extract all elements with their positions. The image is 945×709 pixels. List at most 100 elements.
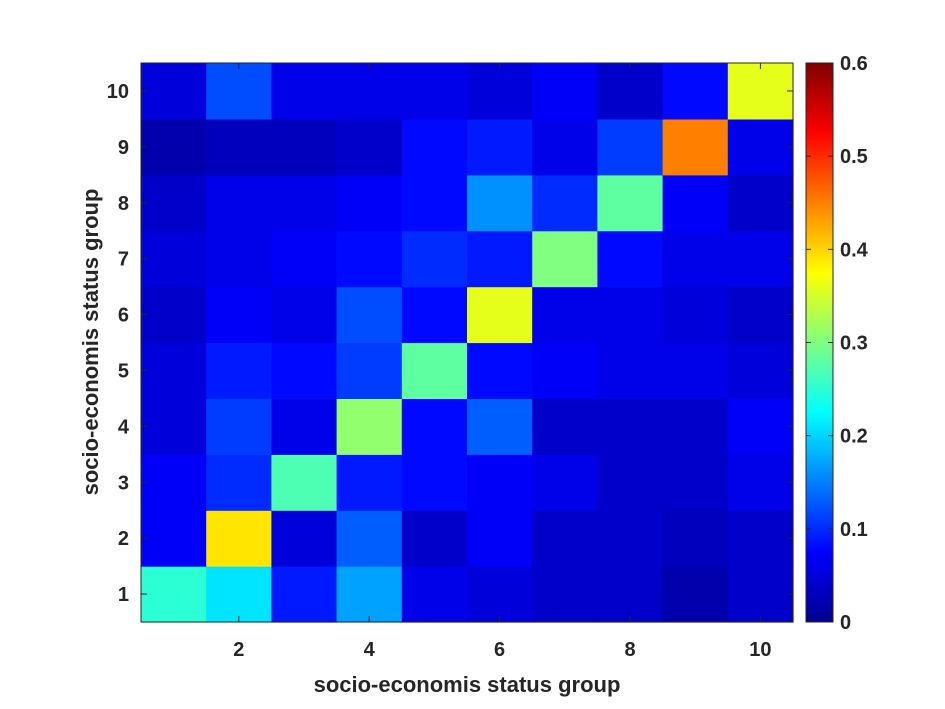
- heatmap-cell-8-3: [597, 454, 664, 511]
- heatmap-cell-9-4: [662, 398, 729, 455]
- heatmap-cell-3-10: [271, 63, 338, 120]
- heatmap-cell-7-1: [532, 566, 598, 623]
- heatmap-cell-2-8: [206, 174, 272, 232]
- y-tick-label: 5: [118, 360, 129, 382]
- heatmap-cell-8-6: [597, 286, 664, 344]
- heatmap-cell-2-6: [206, 286, 272, 344]
- heatmap-cell-1-3: [141, 454, 207, 511]
- heatmap-cell-3-2: [271, 510, 338, 567]
- heatmap-cell-2-5: [206, 342, 272, 399]
- y-tick-label: 7: [118, 249, 129, 271]
- heatmap-cell-5-6: [401, 286, 468, 344]
- colorbar-tick-label: 0.6: [840, 53, 868, 75]
- heatmap-cell-5-7: [401, 230, 468, 288]
- heatmap-cell-3-8: [271, 174, 338, 232]
- colorbar-ticks: 0 0.1 0.2 0.3 0.4 0.5 0.6: [806, 53, 869, 634]
- y-axis-ticks: 1 2 3 4 5 6 7 8 9 10: [107, 81, 793, 606]
- heatmap-cell-3-1: [271, 566, 338, 623]
- heatmap-cell-6-10: [467, 63, 533, 120]
- x-tick-label: 6: [494, 639, 505, 661]
- y-tick-label: 8: [118, 193, 129, 215]
- heatmap-cell-3-9: [271, 118, 338, 176]
- heatmap-cell-7-6: [532, 286, 598, 344]
- heatmap-cell-10-1: [727, 566, 794, 623]
- heatmap-cell-4-9: [336, 118, 403, 176]
- heatmap-cell-7-8: [532, 174, 598, 232]
- heatmap-cell-1-8: [141, 174, 207, 232]
- heatmap-cell-7-4: [532, 398, 598, 455]
- heatmap-cell-7-9: [532, 118, 598, 176]
- heatmap-cell-4-4: [336, 398, 403, 455]
- heatmap-cell-5-1: [401, 566, 468, 623]
- heatmap-cell-6-3: [467, 454, 533, 511]
- heatmap-cell-9-9: [662, 118, 729, 176]
- heatmap-cell-3-3: [271, 454, 338, 511]
- heatmap-cell-3-5: [271, 342, 338, 399]
- heatmap-cell-2-7: [206, 230, 272, 288]
- heatmap-cell-10-8: [727, 174, 794, 232]
- heatmap-cell-5-5: [401, 342, 468, 399]
- heatmap-cell-2-2: [206, 510, 272, 567]
- heatmap-cell-7-7: [532, 230, 598, 288]
- y-tick-label: 1: [118, 584, 129, 606]
- heatmap-cell-8-5: [597, 342, 664, 399]
- heatmap-cell-1-10: [141, 63, 207, 120]
- heatmap-cell-7-5: [532, 342, 598, 399]
- heatmap-cell-6-4: [467, 398, 533, 455]
- heatmap-cell-3-7: [271, 230, 338, 288]
- heatmap-cell-8-10: [597, 63, 664, 120]
- colorbar-tick-label: 0.3: [840, 333, 868, 355]
- y-tick-label: 3: [118, 472, 129, 494]
- heatmap-cell-10-6: [727, 286, 794, 344]
- heatmap-cell-9-10: [662, 63, 729, 120]
- y-tick-label: 2: [118, 528, 129, 550]
- heatmap-cell-5-10: [401, 63, 468, 120]
- heatmap-cell-4-6: [336, 286, 403, 344]
- heatmap-cell-9-7: [662, 230, 729, 288]
- heatmap-cell-4-2: [336, 510, 403, 567]
- heatmap-cell-10-2: [727, 510, 794, 567]
- heatmap-cell-6-5: [467, 342, 533, 399]
- heatmap-cell-6-1: [467, 566, 533, 623]
- heatmap-cell-1-2: [141, 510, 207, 567]
- heatmap-cell-4-5: [336, 342, 403, 399]
- heatmap-cell-10-7: [727, 230, 794, 288]
- colorbar-tick-label: 0.4: [840, 239, 869, 261]
- heatmap-cell-4-1: [336, 566, 403, 623]
- heatmap-cell-7-3: [532, 454, 598, 511]
- heatmap-cell-9-5: [662, 342, 729, 399]
- heatmap-cell-3-4: [271, 398, 338, 455]
- heatmap-cell-6-6: [467, 286, 533, 344]
- colorbar: 0 0.1 0.2 0.3 0.4 0.5 0.6: [805, 53, 869, 634]
- y-tick-label: 10: [107, 81, 129, 103]
- x-axis-ticks: 2 4 6 8 10: [233, 63, 772, 661]
- heatmap-cell-10-3: [727, 454, 794, 511]
- x-tick-label: 8: [624, 639, 635, 661]
- colorbar-tick-label: 0.1: [840, 519, 868, 541]
- heatmap-cell-9-1: [662, 566, 729, 623]
- heatmap-cell-1-4: [141, 398, 207, 455]
- heatmap-cell-9-6: [662, 286, 729, 344]
- heatmap-cell-8-9: [597, 118, 664, 176]
- heatmap-cell-8-8: [597, 174, 664, 232]
- y-axis-label: socio-economis status group: [78, 189, 103, 496]
- heatmap-cell-2-9: [206, 118, 272, 176]
- heatmap-cell-1-7: [141, 230, 207, 288]
- colorbar-tick-label: 0.5: [840, 146, 868, 168]
- heatmap-cell-4-7: [336, 230, 403, 288]
- x-tick-label: 2: [233, 639, 244, 661]
- heatmap-cell-2-4: [206, 398, 272, 455]
- plot-frame: [140, 62, 794, 623]
- heatmap-cell-4-8: [336, 174, 403, 232]
- x-tick-label: 10: [749, 639, 771, 661]
- y-tick-label: 4: [118, 416, 130, 438]
- colorbar-tick-label: 0.2: [840, 426, 868, 448]
- heatmap-cell-2-3: [206, 454, 272, 511]
- heatmap-cell-9-8: [662, 174, 729, 232]
- heatmap-cell-6-9: [467, 118, 533, 176]
- y-tick-label: 9: [118, 137, 129, 159]
- heatmap-cell-6-8: [467, 174, 533, 232]
- heatmap-cell-6-7: [467, 230, 533, 288]
- heatmap-cell-4-10: [336, 63, 403, 120]
